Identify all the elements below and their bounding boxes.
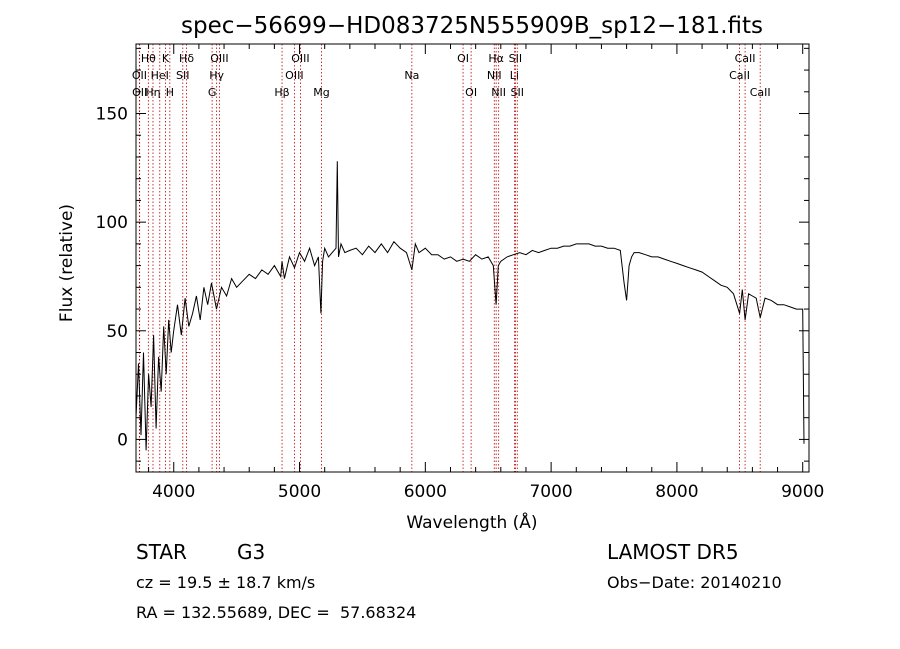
line-label-7: Hδ: [179, 52, 194, 65]
x-tick-label-0: 4000: [152, 482, 195, 502]
plot-frame: [135, 43, 810, 473]
line-label-13: OIII: [291, 52, 309, 65]
line-label-5: K: [162, 52, 170, 65]
observation-date: Obs−Date: 20140210: [607, 573, 782, 592]
line-label-26: CaII: [729, 69, 750, 82]
line-label-21: NII: [491, 86, 506, 99]
line-label-25: CaII: [735, 52, 756, 65]
line-label-14: OIII: [285, 69, 303, 82]
line-label-12: Hβ: [274, 86, 289, 99]
x-tick-label-5: 9000: [781, 482, 824, 502]
spectrum-line: [135, 161, 805, 451]
x-axis-label: Wavelength (Å): [406, 511, 537, 533]
coordinates-readout: RA = 132.55689, DEC = 57.68324: [136, 603, 417, 622]
line-label-15: Mg: [313, 86, 329, 99]
line-label-10: Hγ: [209, 69, 224, 82]
line-label-27: CaII: [750, 86, 771, 99]
y-tick-label-1: 50: [106, 322, 128, 342]
line-label-24: SII: [511, 86, 524, 99]
x-axis-ticks: 4000 5000 6000 7000 8000 9000: [148, 44, 824, 502]
line-label-17: OI: [457, 52, 469, 65]
line-label-22: SII: [509, 52, 522, 65]
line-label-16: Na: [404, 69, 419, 82]
redshift-readout: cz = 19.5 ± 18.7 km/s: [136, 573, 316, 592]
y-tick-label-0: 0: [117, 430, 128, 450]
line-label-3: Hη: [145, 86, 160, 99]
y-tick-label-2: 100: [96, 213, 128, 233]
x-tick-label-4: 8000: [655, 482, 698, 502]
line-label-8: SII: [176, 69, 189, 82]
survey-name: LAMOST DR5: [607, 540, 739, 564]
line-label-6: H: [166, 86, 174, 99]
line-label-11: G: [208, 86, 217, 99]
object-class: STAR: [136, 540, 187, 564]
line-label-4: HeI: [151, 69, 169, 82]
spectral-subclass: G3: [237, 540, 266, 564]
line-label-23: Li: [510, 69, 519, 82]
y-tick-label-3: 150: [96, 105, 128, 125]
line-label-9: OIII: [210, 52, 228, 65]
x-tick-label-3: 7000: [529, 482, 572, 502]
y-axis-label: Flux (relative): [57, 204, 77, 322]
x-tick-label-1: 5000: [278, 482, 321, 502]
line-label-20: NII: [487, 69, 502, 82]
line-label-1: OII: [132, 69, 147, 82]
line-label-19: Hα: [488, 52, 504, 65]
line-label-0: Hθ: [141, 52, 156, 65]
x-tick-label-2: 6000: [404, 482, 447, 502]
line-label-18: OI: [465, 86, 477, 99]
y-axis-ticks: 0 50 100 150: [96, 47, 809, 462]
chart-title: spec−56699−HD083725N555909B_sp12−181.fit…: [181, 13, 763, 39]
emission-line-markers: [138, 44, 761, 472]
